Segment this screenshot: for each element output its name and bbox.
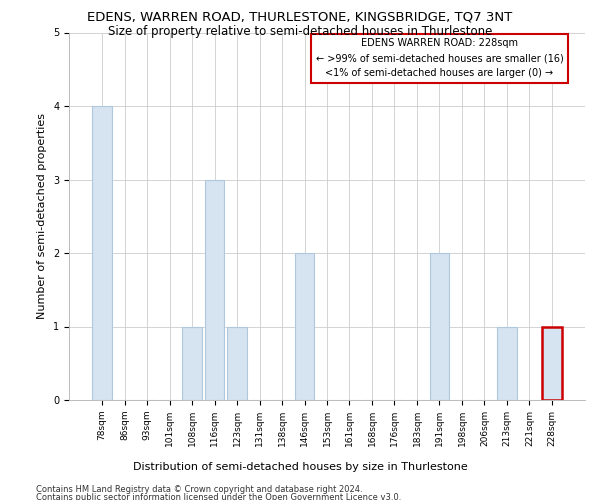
Bar — [92, 106, 112, 400]
Text: Contains HM Land Registry data © Crown copyright and database right 2024.: Contains HM Land Registry data © Crown c… — [36, 485, 362, 494]
Bar — [430, 253, 449, 400]
Text: Distribution of semi-detached houses by size in Thurlestone: Distribution of semi-detached houses by … — [133, 462, 467, 472]
Bar — [182, 326, 202, 400]
Text: EDENS, WARREN ROAD, THURLESTONE, KINGSBRIDGE, TQ7 3NT: EDENS, WARREN ROAD, THURLESTONE, KINGSBR… — [88, 11, 512, 24]
Bar — [205, 180, 224, 400]
Text: Contains public sector information licensed under the Open Government Licence v3: Contains public sector information licen… — [36, 492, 401, 500]
Bar — [227, 326, 247, 400]
Bar — [542, 326, 562, 400]
Bar — [497, 326, 517, 400]
Text: EDENS WARREN ROAD: 228sqm
← >99% of semi-detached houses are smaller (16)
<1% of: EDENS WARREN ROAD: 228sqm ← >99% of semi… — [316, 38, 563, 78]
Text: Size of property relative to semi-detached houses in Thurlestone: Size of property relative to semi-detach… — [108, 24, 492, 38]
Y-axis label: Number of semi-detached properties: Number of semi-detached properties — [37, 114, 47, 320]
Bar — [295, 253, 314, 400]
